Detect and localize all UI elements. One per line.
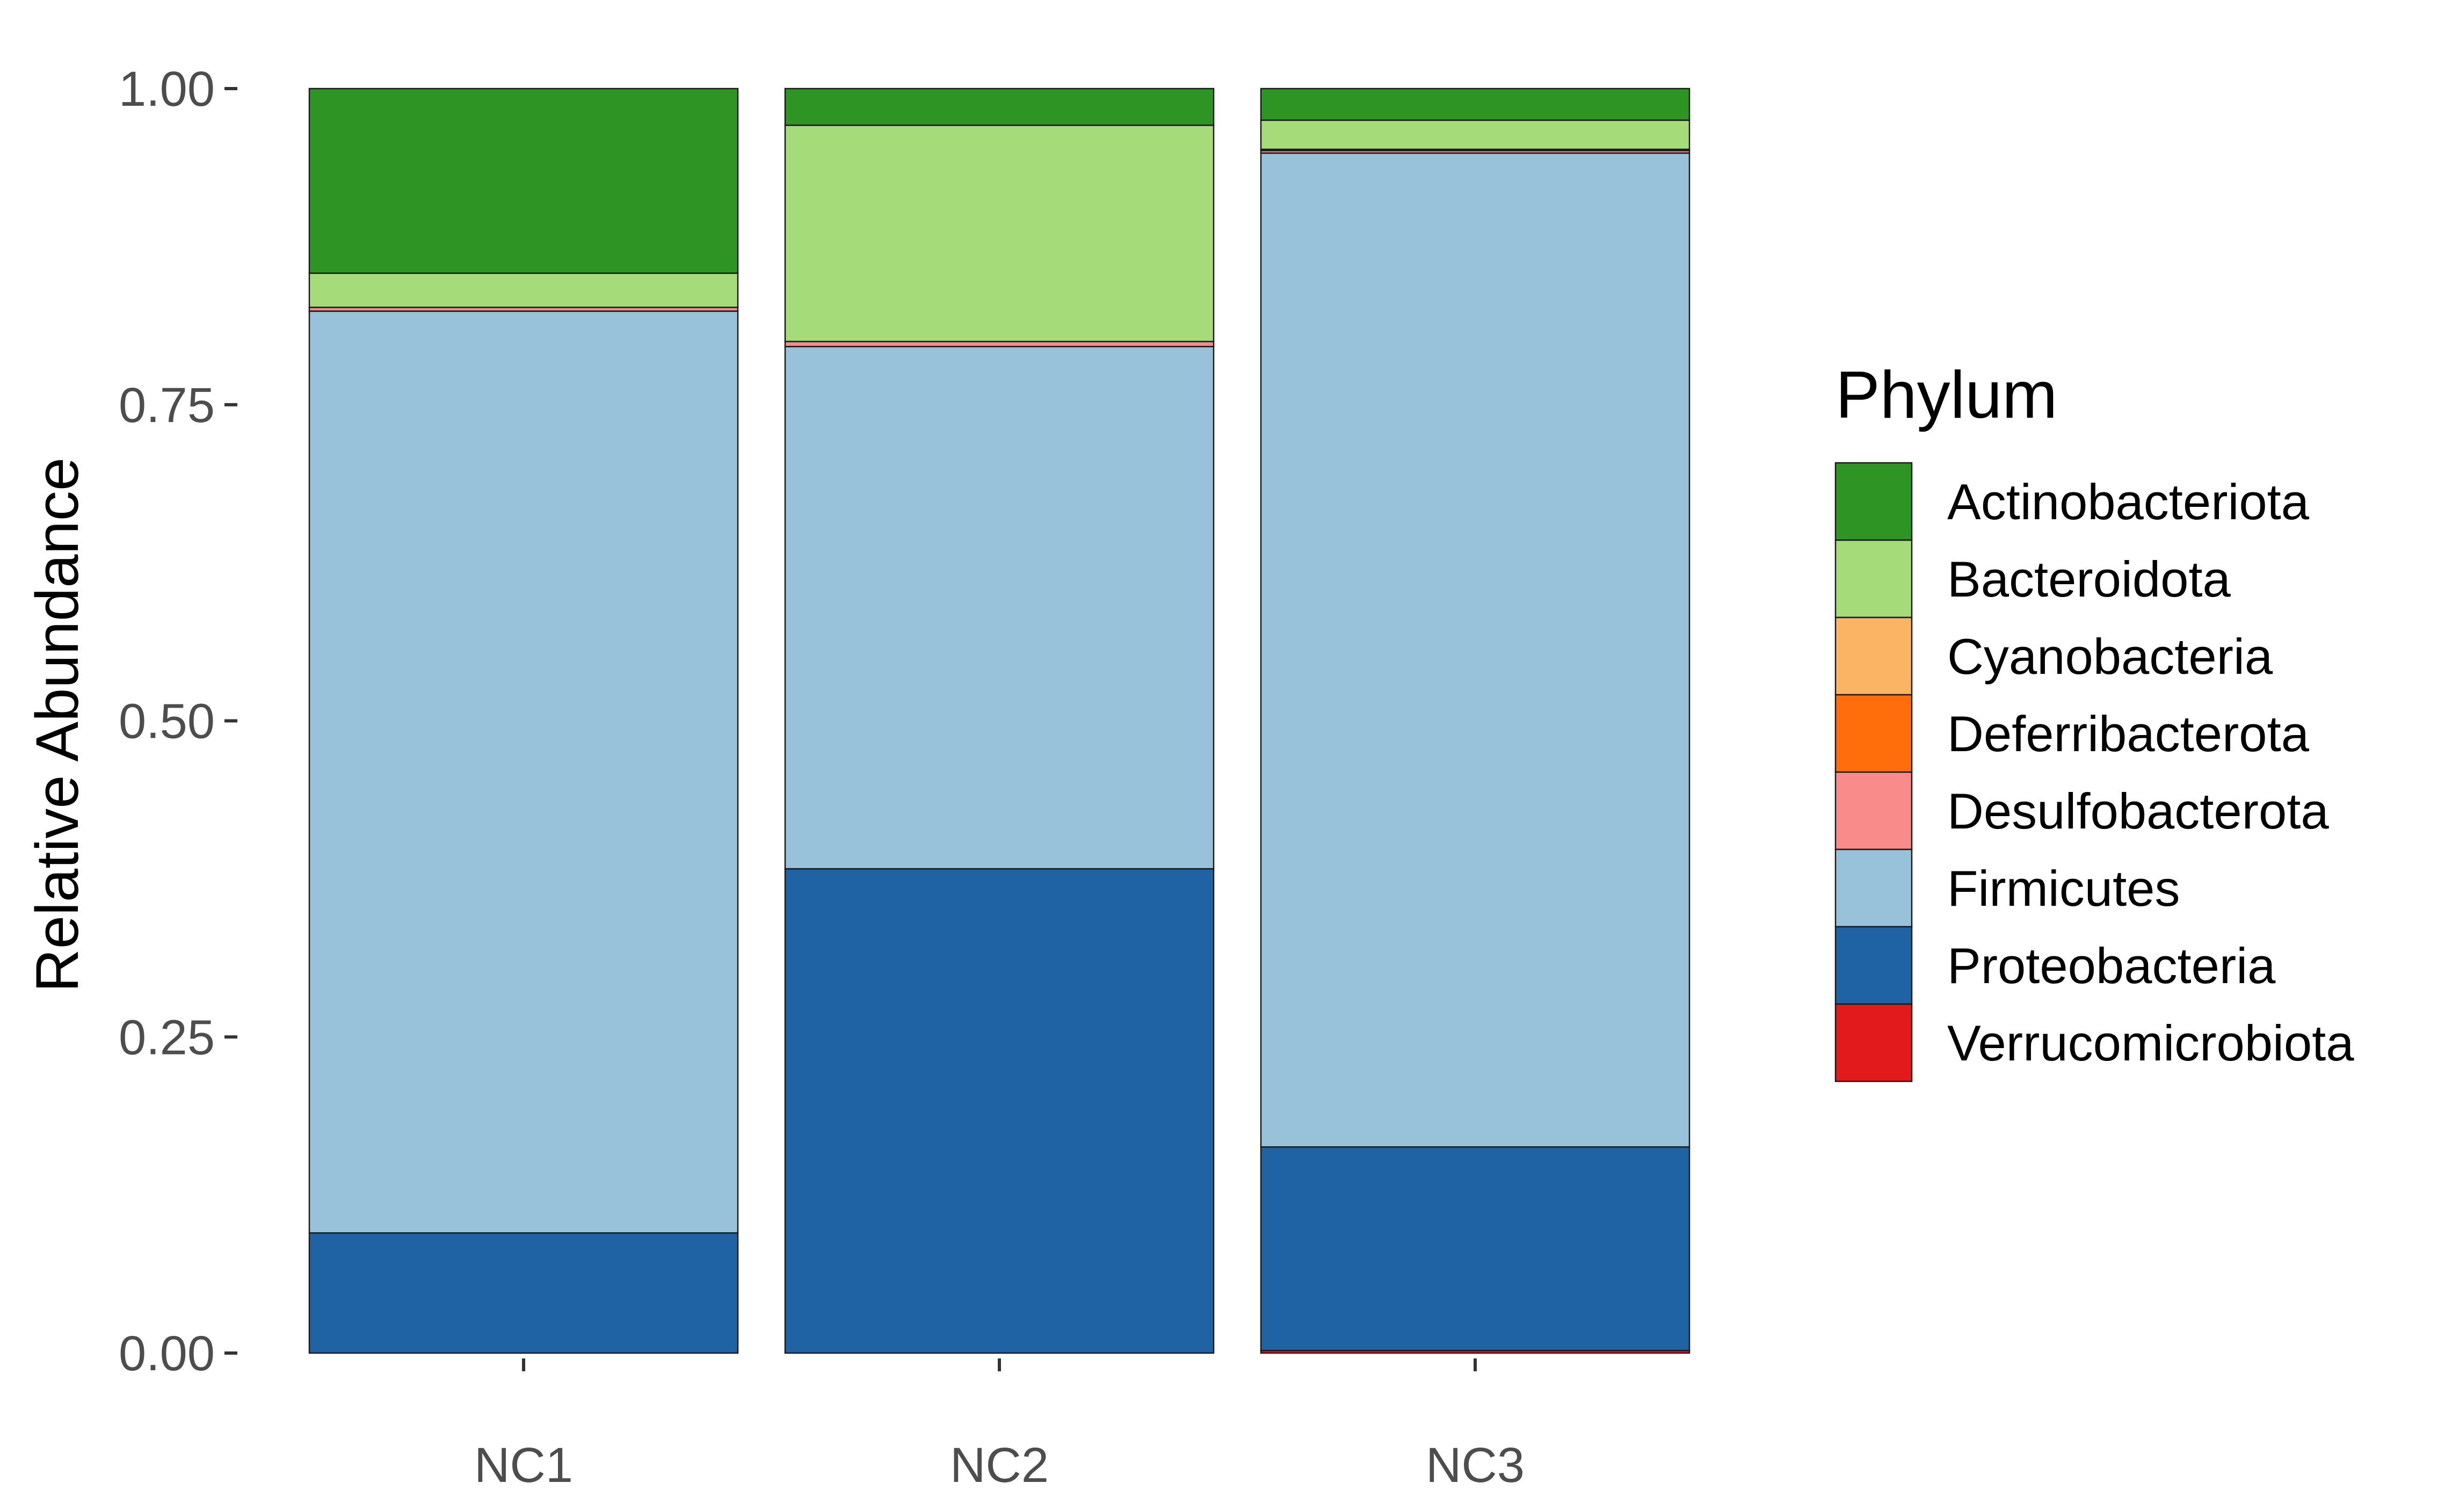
legend-label: Actinobacteriota bbox=[1947, 474, 2310, 530]
bar-segment-nc3-proteobacteria bbox=[1260, 1146, 1691, 1351]
plot-area bbox=[308, 88, 1691, 1354]
bar-segment-nc2-proteobacteria bbox=[784, 868, 1215, 1354]
bar-segment-nc2-bacteroidota bbox=[784, 125, 1215, 343]
bar-segment-nc1-proteobacteria bbox=[308, 1232, 739, 1354]
legend-label: Firmicutes bbox=[1947, 860, 2180, 917]
legend-label: Bacteroidota bbox=[1947, 551, 2231, 607]
legend-key-deferribacterota bbox=[1834, 694, 1913, 773]
legend-key-firmicutes bbox=[1834, 848, 1913, 928]
legend-key-cyanobacteria bbox=[1834, 616, 1913, 696]
legend-label: Verrucomicrobiota bbox=[1947, 1015, 2354, 1071]
bar-segment-nc1-firmicutes bbox=[308, 310, 739, 1234]
y-tick-label: 0.75 bbox=[119, 378, 215, 433]
bar-segment-nc3-bacteroidota bbox=[1260, 119, 1691, 150]
y-tick-label: 0.50 bbox=[119, 694, 215, 749]
bar-segment-nc3-actinobacteriota bbox=[1260, 88, 1691, 121]
x-tick-label: NC3 bbox=[1426, 1438, 1525, 1493]
bar-segment-nc2-firmicutes bbox=[784, 346, 1215, 870]
bar-segment-nc3-firmicutes bbox=[1260, 152, 1691, 1148]
y-tick-label: 0.25 bbox=[119, 1010, 215, 1065]
legend-key-verrucomicrobiota bbox=[1834, 1003, 1913, 1082]
legend-title: Phylum bbox=[1836, 358, 2057, 432]
legend-label: Desulfobacterota bbox=[1947, 783, 2329, 839]
x-tick-label: NC2 bbox=[950, 1438, 1049, 1493]
bar-segment-nc1-actinobacteriota bbox=[308, 88, 739, 274]
bar-segment-nc2-actinobacteriota bbox=[784, 88, 1215, 126]
legend: Phylum Actinobacteriota Bacteroidota Cyano… bbox=[1834, 358, 2354, 1082]
y-axis: 0.00 0.25 0.50 0.75 1.00 bbox=[119, 62, 237, 1381]
x-axis: NC1 NC2 NC3 bbox=[474, 1358, 1525, 1493]
legend-label: Proteobacteria bbox=[1947, 937, 2276, 994]
x-tick-label: NC1 bbox=[474, 1438, 573, 1493]
legend-key-proteobacteria bbox=[1834, 926, 1913, 1005]
legend-label: Cyanobacteria bbox=[1947, 628, 2273, 685]
y-tick-label: 1.00 bbox=[119, 62, 215, 117]
bar-segment-nc1-bacteroidota bbox=[308, 272, 739, 308]
legend-key-bacteroidota bbox=[1834, 539, 1913, 619]
y-axis-title: Relative Abundance bbox=[24, 457, 91, 992]
y-tick-label: 0.00 bbox=[119, 1326, 215, 1381]
legend-key-desulfobacterota bbox=[1834, 771, 1913, 851]
legend-label: Deferribacterota bbox=[1947, 706, 2310, 762]
bar-segment-nc2-desulfobacterota bbox=[784, 340, 1215, 347]
legend-key-actinobacteriota bbox=[1834, 462, 1913, 541]
